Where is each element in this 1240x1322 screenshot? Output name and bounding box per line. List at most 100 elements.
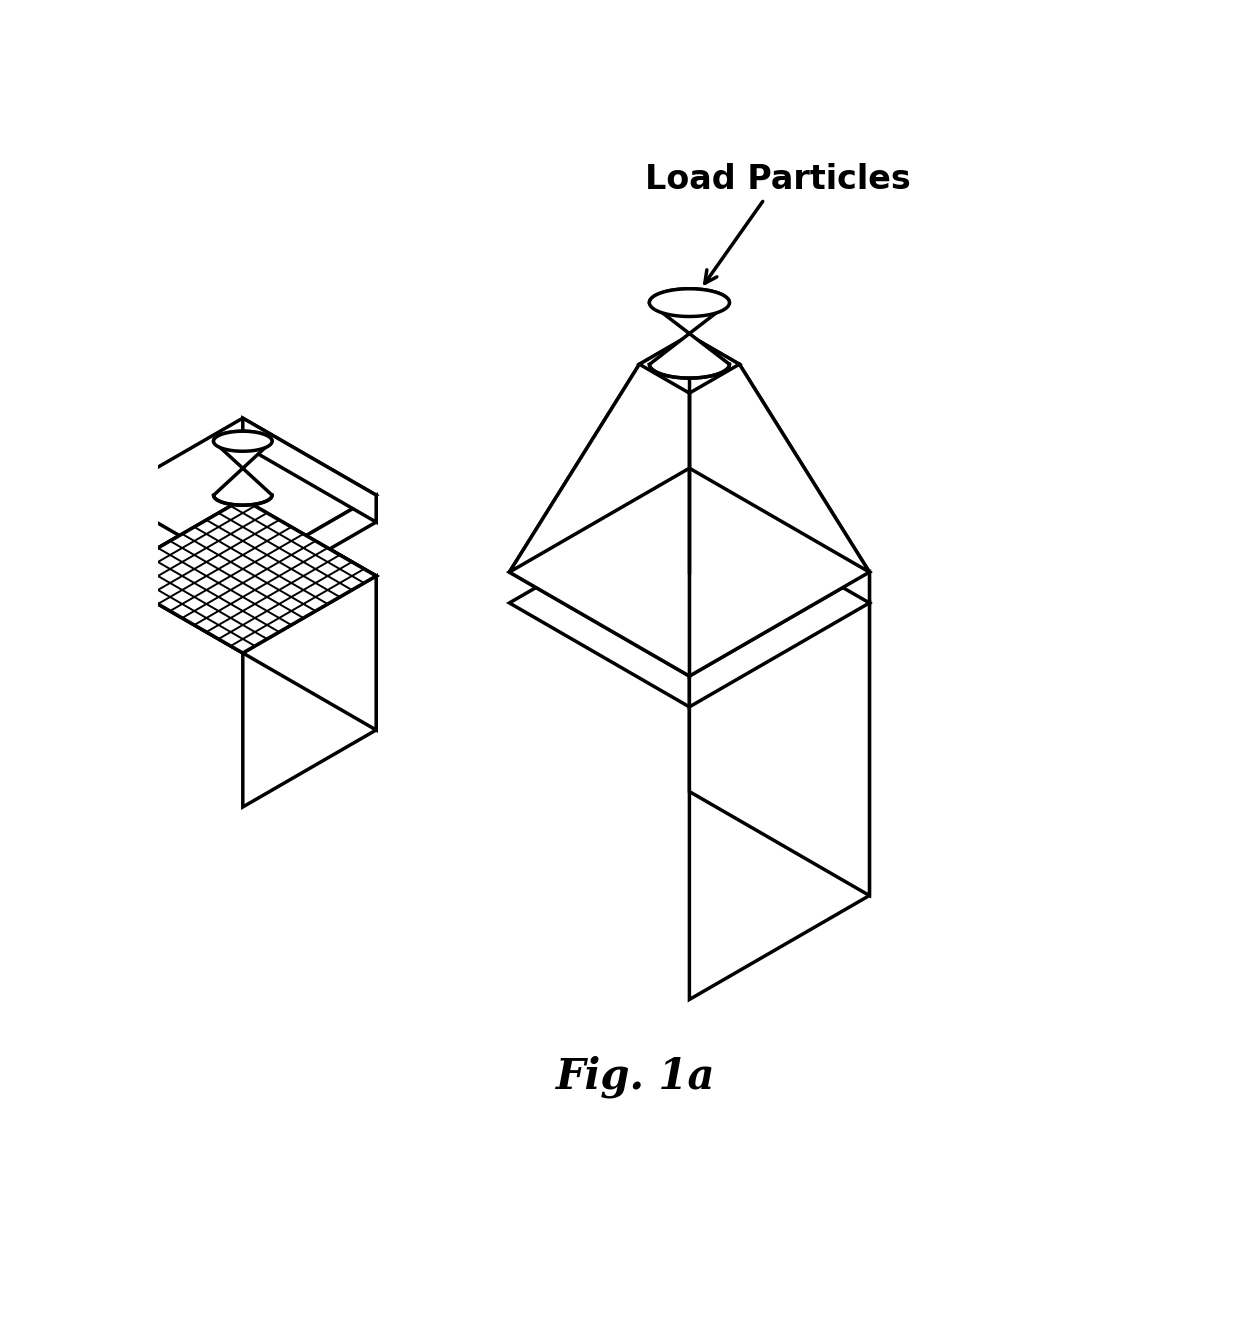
Polygon shape: [244, 549, 265, 561]
Polygon shape: [257, 570, 278, 582]
Polygon shape: [269, 549, 289, 561]
Polygon shape: [184, 542, 205, 554]
Polygon shape: [510, 498, 869, 707]
Polygon shape: [281, 542, 301, 554]
Text: Fig. 1a: Fig. 1a: [556, 1055, 715, 1097]
Polygon shape: [293, 535, 314, 547]
Polygon shape: [269, 619, 289, 631]
Polygon shape: [233, 527, 253, 539]
Polygon shape: [269, 563, 289, 575]
Polygon shape: [257, 542, 278, 554]
Polygon shape: [269, 591, 289, 603]
Polygon shape: [184, 584, 205, 596]
Polygon shape: [244, 563, 265, 575]
Polygon shape: [208, 514, 228, 526]
Polygon shape: [243, 498, 376, 730]
Polygon shape: [233, 612, 253, 624]
Polygon shape: [650, 288, 729, 316]
Polygon shape: [135, 570, 156, 582]
Polygon shape: [208, 612, 228, 624]
Polygon shape: [510, 365, 689, 676]
Polygon shape: [257, 612, 278, 624]
Polygon shape: [172, 578, 192, 588]
Polygon shape: [160, 542, 180, 554]
Polygon shape: [650, 288, 729, 378]
Polygon shape: [342, 563, 362, 575]
Polygon shape: [233, 584, 253, 596]
Polygon shape: [244, 578, 265, 588]
Polygon shape: [109, 498, 376, 653]
Polygon shape: [196, 591, 217, 603]
Polygon shape: [233, 500, 253, 512]
Polygon shape: [184, 598, 205, 609]
Polygon shape: [109, 498, 376, 653]
Polygon shape: [148, 563, 169, 575]
Polygon shape: [317, 563, 337, 575]
Polygon shape: [244, 591, 265, 603]
Polygon shape: [233, 598, 253, 609]
Polygon shape: [233, 542, 253, 554]
Polygon shape: [257, 598, 278, 609]
Polygon shape: [135, 557, 156, 568]
Polygon shape: [244, 521, 265, 533]
Polygon shape: [208, 627, 228, 637]
Polygon shape: [221, 591, 241, 603]
Polygon shape: [135, 584, 156, 596]
Polygon shape: [233, 570, 253, 582]
Polygon shape: [148, 549, 169, 561]
Polygon shape: [257, 627, 278, 637]
Polygon shape: [269, 578, 289, 588]
Polygon shape: [208, 570, 228, 582]
Polygon shape: [221, 563, 241, 575]
Polygon shape: [689, 603, 869, 999]
Polygon shape: [244, 619, 265, 631]
Polygon shape: [281, 557, 301, 568]
Polygon shape: [172, 591, 192, 603]
Polygon shape: [689, 572, 869, 707]
Polygon shape: [208, 557, 228, 568]
Polygon shape: [293, 563, 314, 575]
Polygon shape: [184, 557, 205, 568]
Polygon shape: [221, 508, 241, 518]
Polygon shape: [269, 605, 289, 617]
Polygon shape: [196, 578, 217, 588]
Polygon shape: [124, 578, 144, 588]
Polygon shape: [293, 605, 314, 617]
Polygon shape: [196, 619, 217, 631]
Polygon shape: [244, 535, 265, 547]
Polygon shape: [196, 563, 217, 575]
Polygon shape: [213, 431, 272, 505]
Polygon shape: [221, 578, 241, 588]
Polygon shape: [305, 570, 326, 582]
Polygon shape: [221, 535, 241, 547]
Polygon shape: [160, 584, 180, 596]
Polygon shape: [293, 578, 314, 588]
Polygon shape: [281, 612, 301, 624]
Polygon shape: [221, 521, 241, 533]
Polygon shape: [510, 336, 689, 572]
Polygon shape: [160, 598, 180, 609]
Polygon shape: [172, 605, 192, 617]
Polygon shape: [233, 557, 253, 568]
Polygon shape: [257, 584, 278, 596]
Polygon shape: [196, 549, 217, 561]
Polygon shape: [353, 570, 374, 582]
Polygon shape: [330, 570, 350, 582]
Polygon shape: [281, 598, 301, 609]
Polygon shape: [112, 570, 131, 582]
Polygon shape: [689, 498, 869, 895]
Polygon shape: [257, 557, 278, 568]
Polygon shape: [281, 584, 301, 596]
Polygon shape: [172, 535, 192, 547]
Polygon shape: [124, 563, 144, 575]
Polygon shape: [243, 418, 376, 522]
Polygon shape: [196, 535, 217, 547]
Polygon shape: [233, 640, 253, 652]
Polygon shape: [257, 514, 278, 526]
Polygon shape: [293, 549, 314, 561]
Polygon shape: [305, 542, 326, 554]
Polygon shape: [243, 576, 376, 806]
Polygon shape: [208, 527, 228, 539]
Polygon shape: [689, 336, 869, 572]
Polygon shape: [208, 584, 228, 596]
